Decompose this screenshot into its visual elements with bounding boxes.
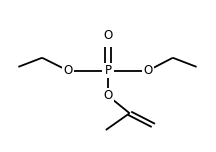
Text: O: O xyxy=(103,89,113,102)
Text: O: O xyxy=(64,64,73,77)
Text: O: O xyxy=(143,64,152,77)
Text: P: P xyxy=(105,64,111,77)
Text: O: O xyxy=(103,29,113,42)
